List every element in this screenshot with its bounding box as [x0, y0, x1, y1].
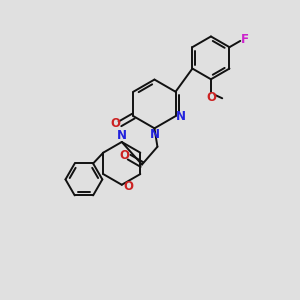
Text: O: O: [110, 117, 120, 130]
Text: N: N: [149, 128, 160, 141]
Text: O: O: [123, 180, 133, 193]
Text: N: N: [117, 129, 127, 142]
Text: O: O: [206, 91, 216, 103]
Text: N: N: [176, 110, 186, 123]
Text: F: F: [241, 33, 249, 46]
Text: O: O: [119, 149, 129, 162]
